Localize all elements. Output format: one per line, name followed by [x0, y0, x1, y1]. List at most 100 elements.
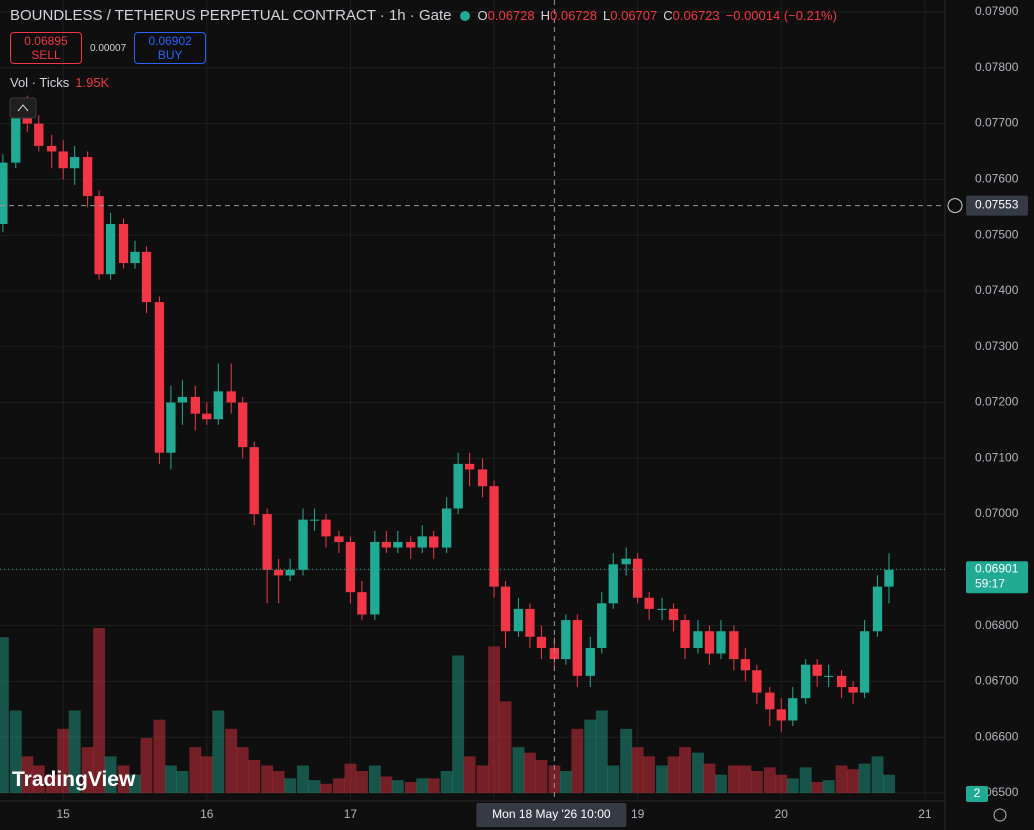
buy-button[interactable]: 0.06902 BUY — [134, 32, 207, 64]
collapse-button — [9, 97, 37, 119]
ohlc-item: L0.06707 — [603, 8, 657, 23]
candle-body — [381, 541, 391, 548]
volume-bar — [858, 763, 871, 793]
volume-bar — [189, 747, 202, 793]
candle-body — [536, 636, 547, 648]
spread: 0.00007 — [90, 42, 127, 54]
candle-body — [693, 631, 703, 648]
volume-bar — [440, 771, 453, 793]
ohlc-key: O — [477, 8, 488, 23]
ohlc-key: H — [540, 8, 551, 23]
y-tick-label: 0.07600 — [975, 172, 1019, 186]
volume-bar — [45, 774, 58, 793]
candle-body — [370, 541, 380, 615]
y-tick-label: 0.06700 — [975, 674, 1019, 688]
volume-bar — [68, 710, 81, 793]
ohlc: O0.06728 H0.06728 L0.06707 C0.06723 −0.0… — [478, 8, 837, 23]
candle-body — [812, 664, 822, 676]
volume-bar — [727, 765, 740, 793]
candle-body — [561, 620, 571, 660]
x-tick-label: 21 — [918, 807, 932, 821]
volume-bar — [643, 756, 656, 793]
candle-body — [441, 508, 452, 548]
volume-bar — [871, 756, 884, 793]
volume-bar — [212, 710, 225, 793]
volume-bar — [739, 765, 752, 793]
header: BOUNDLESS / TETHERUS PERPETUAL CONTRACT … — [10, 7, 837, 24]
volume-bar — [320, 783, 332, 793]
candle-body — [321, 519, 331, 537]
ohlc-item: O0.06728 — [478, 8, 535, 23]
volume-bar — [236, 747, 249, 793]
volume-bar — [488, 646, 500, 793]
candle-body — [202, 413, 212, 420]
candle-body — [872, 586, 883, 632]
volume-bar — [9, 710, 22, 793]
volume-bar — [535, 760, 548, 793]
candle-body — [848, 687, 858, 693]
volume-bar — [391, 780, 404, 793]
candle-body — [285, 569, 295, 576]
candle-body — [500, 586, 511, 632]
candle-body — [406, 541, 416, 548]
candle-body — [644, 597, 654, 609]
ohlc-value: 0.06723 — [672, 8, 720, 23]
candle-body — [417, 536, 427, 548]
volume-bar — [140, 738, 153, 793]
candle-body — [788, 698, 798, 721]
y-tick-label: 0.07000 — [975, 506, 1019, 520]
volume-bar — [499, 701, 512, 793]
candle-body — [393, 541, 403, 548]
volume-bar — [93, 628, 106, 793]
volume-bar — [656, 765, 669, 793]
sell-price: 0.06895 — [24, 34, 68, 48]
trade-panel: 0.06895 SELL 0.00007 0.06902 BUY — [10, 32, 207, 64]
volume-bar — [344, 763, 357, 793]
volume-label: Vol · Ticks — [10, 75, 70, 90]
candle-body — [118, 223, 129, 264]
volume-bar — [368, 765, 381, 793]
candle-body — [298, 519, 308, 570]
candle-body — [226, 391, 236, 403]
volume-bar — [57, 728, 70, 793]
volume-bar — [631, 747, 644, 793]
crosshair-time-label: Mon 18 May '26 10:00 — [492, 807, 611, 821]
volume-badge: 2 — [974, 786, 981, 800]
ohlc-value: 0.06728 — [487, 8, 535, 23]
volume-bar — [21, 756, 34, 793]
candle-body — [105, 223, 116, 275]
candle-body — [680, 620, 690, 648]
y-tick-label: 0.07700 — [975, 116, 1019, 130]
ohlc-value: 0.06728 — [550, 8, 598, 23]
ohlc-key: C — [663, 8, 673, 23]
volume-bar — [620, 728, 633, 793]
symbol-title: BOUNDLESS / TETHERUS PERPETUAL CONTRACT … — [10, 7, 452, 24]
candle-body — [345, 541, 356, 593]
last-price-tag — [966, 561, 1028, 594]
countdown-label: 59:17 — [975, 576, 1005, 590]
volume-bar — [261, 765, 274, 793]
y-tick-label: 0.07200 — [975, 395, 1019, 409]
candle-body — [357, 592, 367, 615]
x-tick-label: 17 — [344, 807, 358, 821]
buy-label: BUY — [157, 48, 183, 62]
sell-button[interactable]: 0.06895 SELL — [10, 32, 82, 64]
volume-bar — [248, 760, 261, 793]
buy-price: 0.06902 — [148, 34, 192, 48]
candle-body — [262, 514, 272, 570]
candle-body — [716, 631, 726, 654]
volume-bar — [153, 719, 166, 793]
volume-value: 1.95K — [75, 75, 110, 90]
ohlc-item: H0.06728 — [541, 8, 597, 23]
candle-body — [657, 608, 667, 610]
y-tick-label: 0.07500 — [975, 227, 1019, 241]
volume-bar — [692, 752, 704, 793]
volume-bar — [679, 747, 691, 793]
candle-body — [453, 463, 463, 509]
volume-bar — [822, 780, 835, 793]
x-tick-label: 20 — [775, 807, 789, 821]
candle-body — [776, 709, 786, 721]
candle-body — [213, 391, 223, 420]
candle-body — [177, 396, 188, 403]
